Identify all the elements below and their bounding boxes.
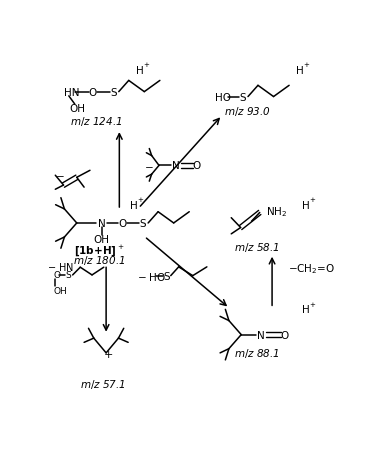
Text: [1b+H]$^+$: [1b+H]$^+$ xyxy=(74,243,124,257)
Text: H: H xyxy=(302,200,310,210)
Text: $m/z$ 180.1: $m/z$ 180.1 xyxy=(72,253,125,266)
Text: OH: OH xyxy=(69,104,85,114)
Text: S: S xyxy=(66,271,71,280)
Text: OH: OH xyxy=(94,235,110,245)
Text: $m/z$ 124.1: $m/z$ 124.1 xyxy=(70,115,122,128)
Text: O: O xyxy=(193,161,201,171)
Text: H: H xyxy=(136,66,144,76)
Text: S: S xyxy=(139,218,146,228)
Text: N: N xyxy=(172,161,180,171)
Text: $-$: $-$ xyxy=(144,161,154,171)
Text: $- $CH$_2$=O: $- $CH$_2$=O xyxy=(288,262,335,275)
Text: N: N xyxy=(98,218,106,228)
Text: NH$_2$: NH$_2$ xyxy=(266,205,287,219)
Text: +: + xyxy=(304,61,309,67)
Text: O: O xyxy=(89,87,97,97)
Text: H: H xyxy=(130,200,138,210)
Text: N: N xyxy=(257,330,265,340)
Text: +: + xyxy=(138,197,143,202)
Text: $-$ HO: $-$ HO xyxy=(137,270,166,282)
Text: +: + xyxy=(309,197,315,202)
Text: H: H xyxy=(302,305,310,315)
Text: +: + xyxy=(143,61,149,67)
Text: S: S xyxy=(240,92,246,102)
Text: +: + xyxy=(309,301,315,307)
Text: $-$: $-$ xyxy=(55,169,64,179)
Text: +: + xyxy=(104,349,113,359)
Text: $-$ HN: $-$ HN xyxy=(47,260,74,272)
Text: O: O xyxy=(53,271,60,280)
Text: S: S xyxy=(110,87,117,97)
Text: O: O xyxy=(118,218,127,228)
Text: OH: OH xyxy=(53,286,67,295)
Text: HN: HN xyxy=(64,87,79,97)
Text: HO: HO xyxy=(215,92,231,102)
Text: $m/z$ 93.0: $m/z$ 93.0 xyxy=(224,105,271,118)
Text: $m/z$ 57.1: $m/z$ 57.1 xyxy=(80,377,126,390)
Text: S: S xyxy=(163,271,170,281)
Text: $m/z$ 88.1: $m/z$ 88.1 xyxy=(235,347,280,359)
Text: $m/z$ 58.1: $m/z$ 58.1 xyxy=(235,240,280,253)
Text: H: H xyxy=(296,66,304,76)
Text: O: O xyxy=(280,330,289,340)
